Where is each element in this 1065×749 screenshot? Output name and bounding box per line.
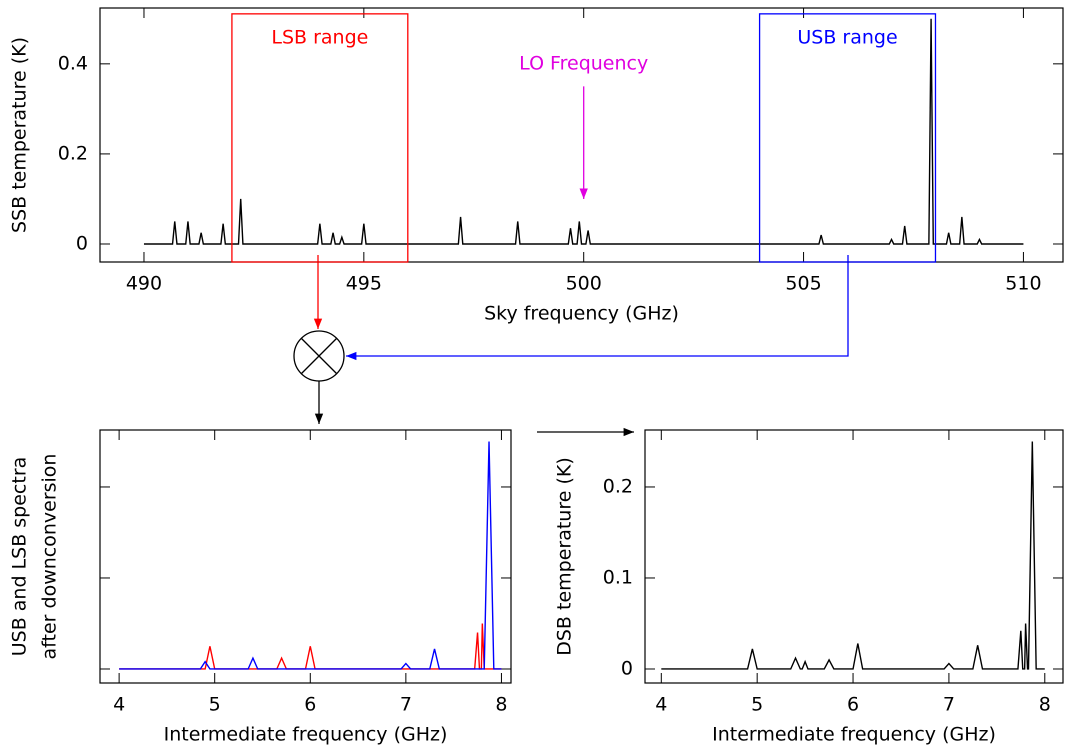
x-axis-label: Intermediate frequency (GHz) [164,724,448,746]
y-axis-label: after downconversion [39,454,61,660]
y-axis-label: DSB temperature (K) [554,457,576,656]
spectrum-line [119,623,502,670]
x-axis-label: Sky frequency (GHz) [484,303,679,325]
range-label: LSB range [271,26,368,48]
spectrum-line [119,441,502,670]
x-tick-label: 6 [304,694,316,716]
x-tick-label: 6 [847,694,859,716]
y-tick-label: 0.2 [603,475,633,497]
panel: 490 495 500 505 510 0 0.2 0.4 Sky frequency (GHz… [9,7,1064,325]
y-tick-label: 0.1 [603,566,633,588]
plot-frame [644,429,1064,684]
mixer-cross [300,337,338,375]
x-tick-label: 8 [1039,694,1051,716]
y-tick-label: 0 [76,232,88,254]
y-tick-label: 0.4 [58,52,88,74]
x-tick-label: 5 [751,694,763,716]
panel: 4 5 6 7 8 0 0.1 0.2 Intermediate frequency (GHz)… [554,429,1064,746]
range-label: USB range [797,26,897,48]
x-tick-label: 5 [209,694,221,716]
x-tick-label: 4 [655,694,667,716]
y-tick-label: 0.2 [58,142,88,164]
sideband-range [231,13,409,263]
y-axis-label: USB and LSB spectra [9,457,31,657]
usb-arrow [346,255,849,361]
y-axis-label: SSB temperature (K) [9,37,31,233]
panel: 4 5 6 7 8 Intermediate frequency (GHz) USB and… [9,429,512,746]
annotation-label: LO Frequency [519,52,648,74]
x-tick-label: 505 [785,273,821,295]
y-tick-label: 0 [621,657,633,679]
x-tick-label: 510 [1005,273,1041,295]
spectrum-line [143,18,1024,245]
x-tick-label: 7 [400,694,412,716]
x-axis-label: Intermediate frequency (GHz) [712,724,996,746]
signal-flow [293,255,849,437]
x-tick-label: 8 [495,694,507,716]
x-tick-label: 495 [346,273,382,295]
spectrum-line [661,441,1045,670]
plot-frame [99,7,1064,263]
sideband-range [758,13,937,263]
plot-frame [99,429,512,684]
x-tick-label: 490 [126,273,162,295]
x-tick-label: 7 [943,694,955,716]
x-tick-label: 500 [566,273,602,295]
x-tick-label: 4 [113,694,125,716]
